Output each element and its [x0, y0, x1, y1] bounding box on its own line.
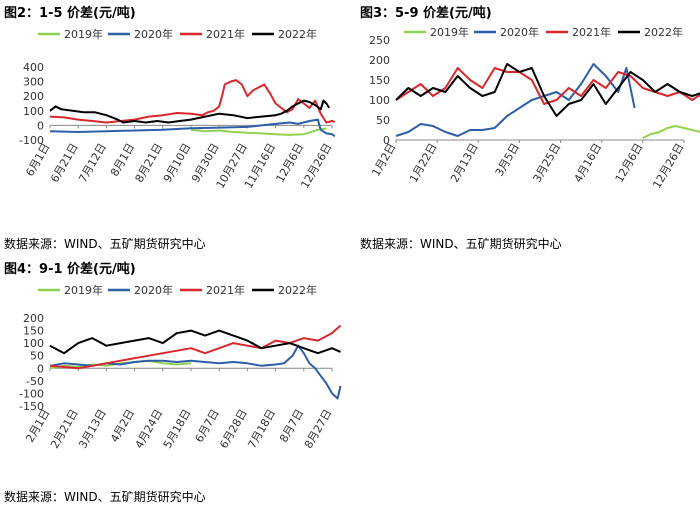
- x-tick-label: 6月7日: [193, 407, 222, 445]
- legend-label: 2022年: [644, 25, 683, 39]
- series-line: [642, 125, 700, 139]
- legend-label: 2019年: [64, 27, 103, 41]
- y-tick-label: 200: [23, 90, 44, 103]
- x-tick-label: 3月13日: [76, 407, 109, 451]
- legend-label: 2020年: [500, 25, 539, 39]
- legend-label: 2022年: [278, 27, 317, 41]
- y-tick-label: 300: [23, 76, 44, 89]
- y-tick-label: 50: [376, 114, 390, 127]
- y-tick-label: 150: [369, 74, 390, 87]
- series-line: [49, 344, 342, 400]
- y-tick-label: 150: [23, 325, 44, 338]
- legend-label: 2019年: [64, 283, 103, 297]
- y-tick-label: 50: [30, 350, 44, 363]
- y-tick-label: 400: [23, 61, 44, 74]
- y-tick-label: 250: [369, 34, 390, 47]
- y-tick-label: 200: [23, 312, 44, 325]
- legend-label: 2021年: [206, 283, 245, 297]
- chart-3-source: 数据来源：WIND、五矿期货研究中心: [4, 490, 206, 504]
- y-tick-label: 200: [369, 54, 390, 67]
- chart-1-title: 图2：1-5 价差(元/吨): [4, 6, 136, 21]
- legend-label: 2021年: [572, 25, 611, 39]
- legend-label: 2020年: [134, 283, 173, 297]
- x-tick-label: 3月25日: [530, 141, 563, 185]
- y-tick-label: 0: [37, 119, 44, 132]
- x-tick-label: 8月27日: [302, 407, 335, 451]
- x-tick-label: 12月26日: [650, 141, 686, 191]
- series-line: [49, 118, 336, 138]
- x-tick-label: 4月16日: [572, 141, 605, 185]
- chart-1-source: 数据来源：WIND、五矿期货研究中心: [4, 237, 206, 251]
- chart-2-title: 图3：5-9 价差(元/吨): [360, 6, 492, 21]
- chart-3-title: 图4：9-1 价差(元/吨): [4, 262, 136, 277]
- x-tick-label: 4月2日: [108, 407, 137, 445]
- series-line: [49, 324, 342, 370]
- x-tick-label: 3月5日: [493, 141, 522, 179]
- legend-label: 2021年: [206, 27, 245, 41]
- y-tick-label: 100: [23, 105, 44, 118]
- x-tick-label: 5月18日: [161, 407, 194, 451]
- y-tick-label: 100: [23, 337, 44, 350]
- x-tick-label: 8月1日: [108, 141, 137, 179]
- y-tick-label: 0: [37, 362, 44, 375]
- series-line: [395, 63, 700, 117]
- y-tick-label: -50: [26, 375, 44, 388]
- series-line: [49, 329, 341, 355]
- series-line: [395, 67, 700, 105]
- series-line: [49, 99, 331, 124]
- series-line: [49, 359, 192, 370]
- y-tick-label: 100: [369, 94, 390, 107]
- y-tick-label: 0: [383, 134, 390, 147]
- series-line: [190, 127, 327, 136]
- chart-2-svg: 0 50 100 150 200 250 1月2日 1月22日 2月13日 3月5日 3月25日 4月…: [369, 25, 700, 191]
- series-line: [49, 79, 336, 124]
- series-line: [395, 63, 636, 137]
- legend-label: 2022年: [278, 283, 317, 297]
- y-tick-label: -150: [19, 400, 44, 413]
- x-tick-label: 7月12日: [76, 141, 109, 185]
- legend-label: 2019年: [430, 25, 469, 39]
- chart-1-svg: -10001002003004006月1日6月21日7月12日8月1日8月21日…: [19, 27, 336, 191]
- x-tick-label: 7月18日: [245, 407, 278, 451]
- y-tick-label: -100: [19, 387, 44, 400]
- y-tick-label: -100: [19, 134, 44, 147]
- x-tick-label: 2月13日: [448, 141, 481, 185]
- chart-3-svg: -150-100-500501001502002月1日2月21日3月13日4月2…: [19, 283, 342, 451]
- x-tick-label: 1月22日: [407, 141, 440, 185]
- legend-label: 2020年: [134, 27, 173, 41]
- x-tick-label: 8月7日: [277, 407, 306, 445]
- chart-2-source: 数据来源：WIND、五矿期货研究中心: [360, 237, 562, 251]
- x-tick-label: 1月2日: [369, 141, 398, 179]
- x-tick-label: 12月6日: [613, 141, 646, 185]
